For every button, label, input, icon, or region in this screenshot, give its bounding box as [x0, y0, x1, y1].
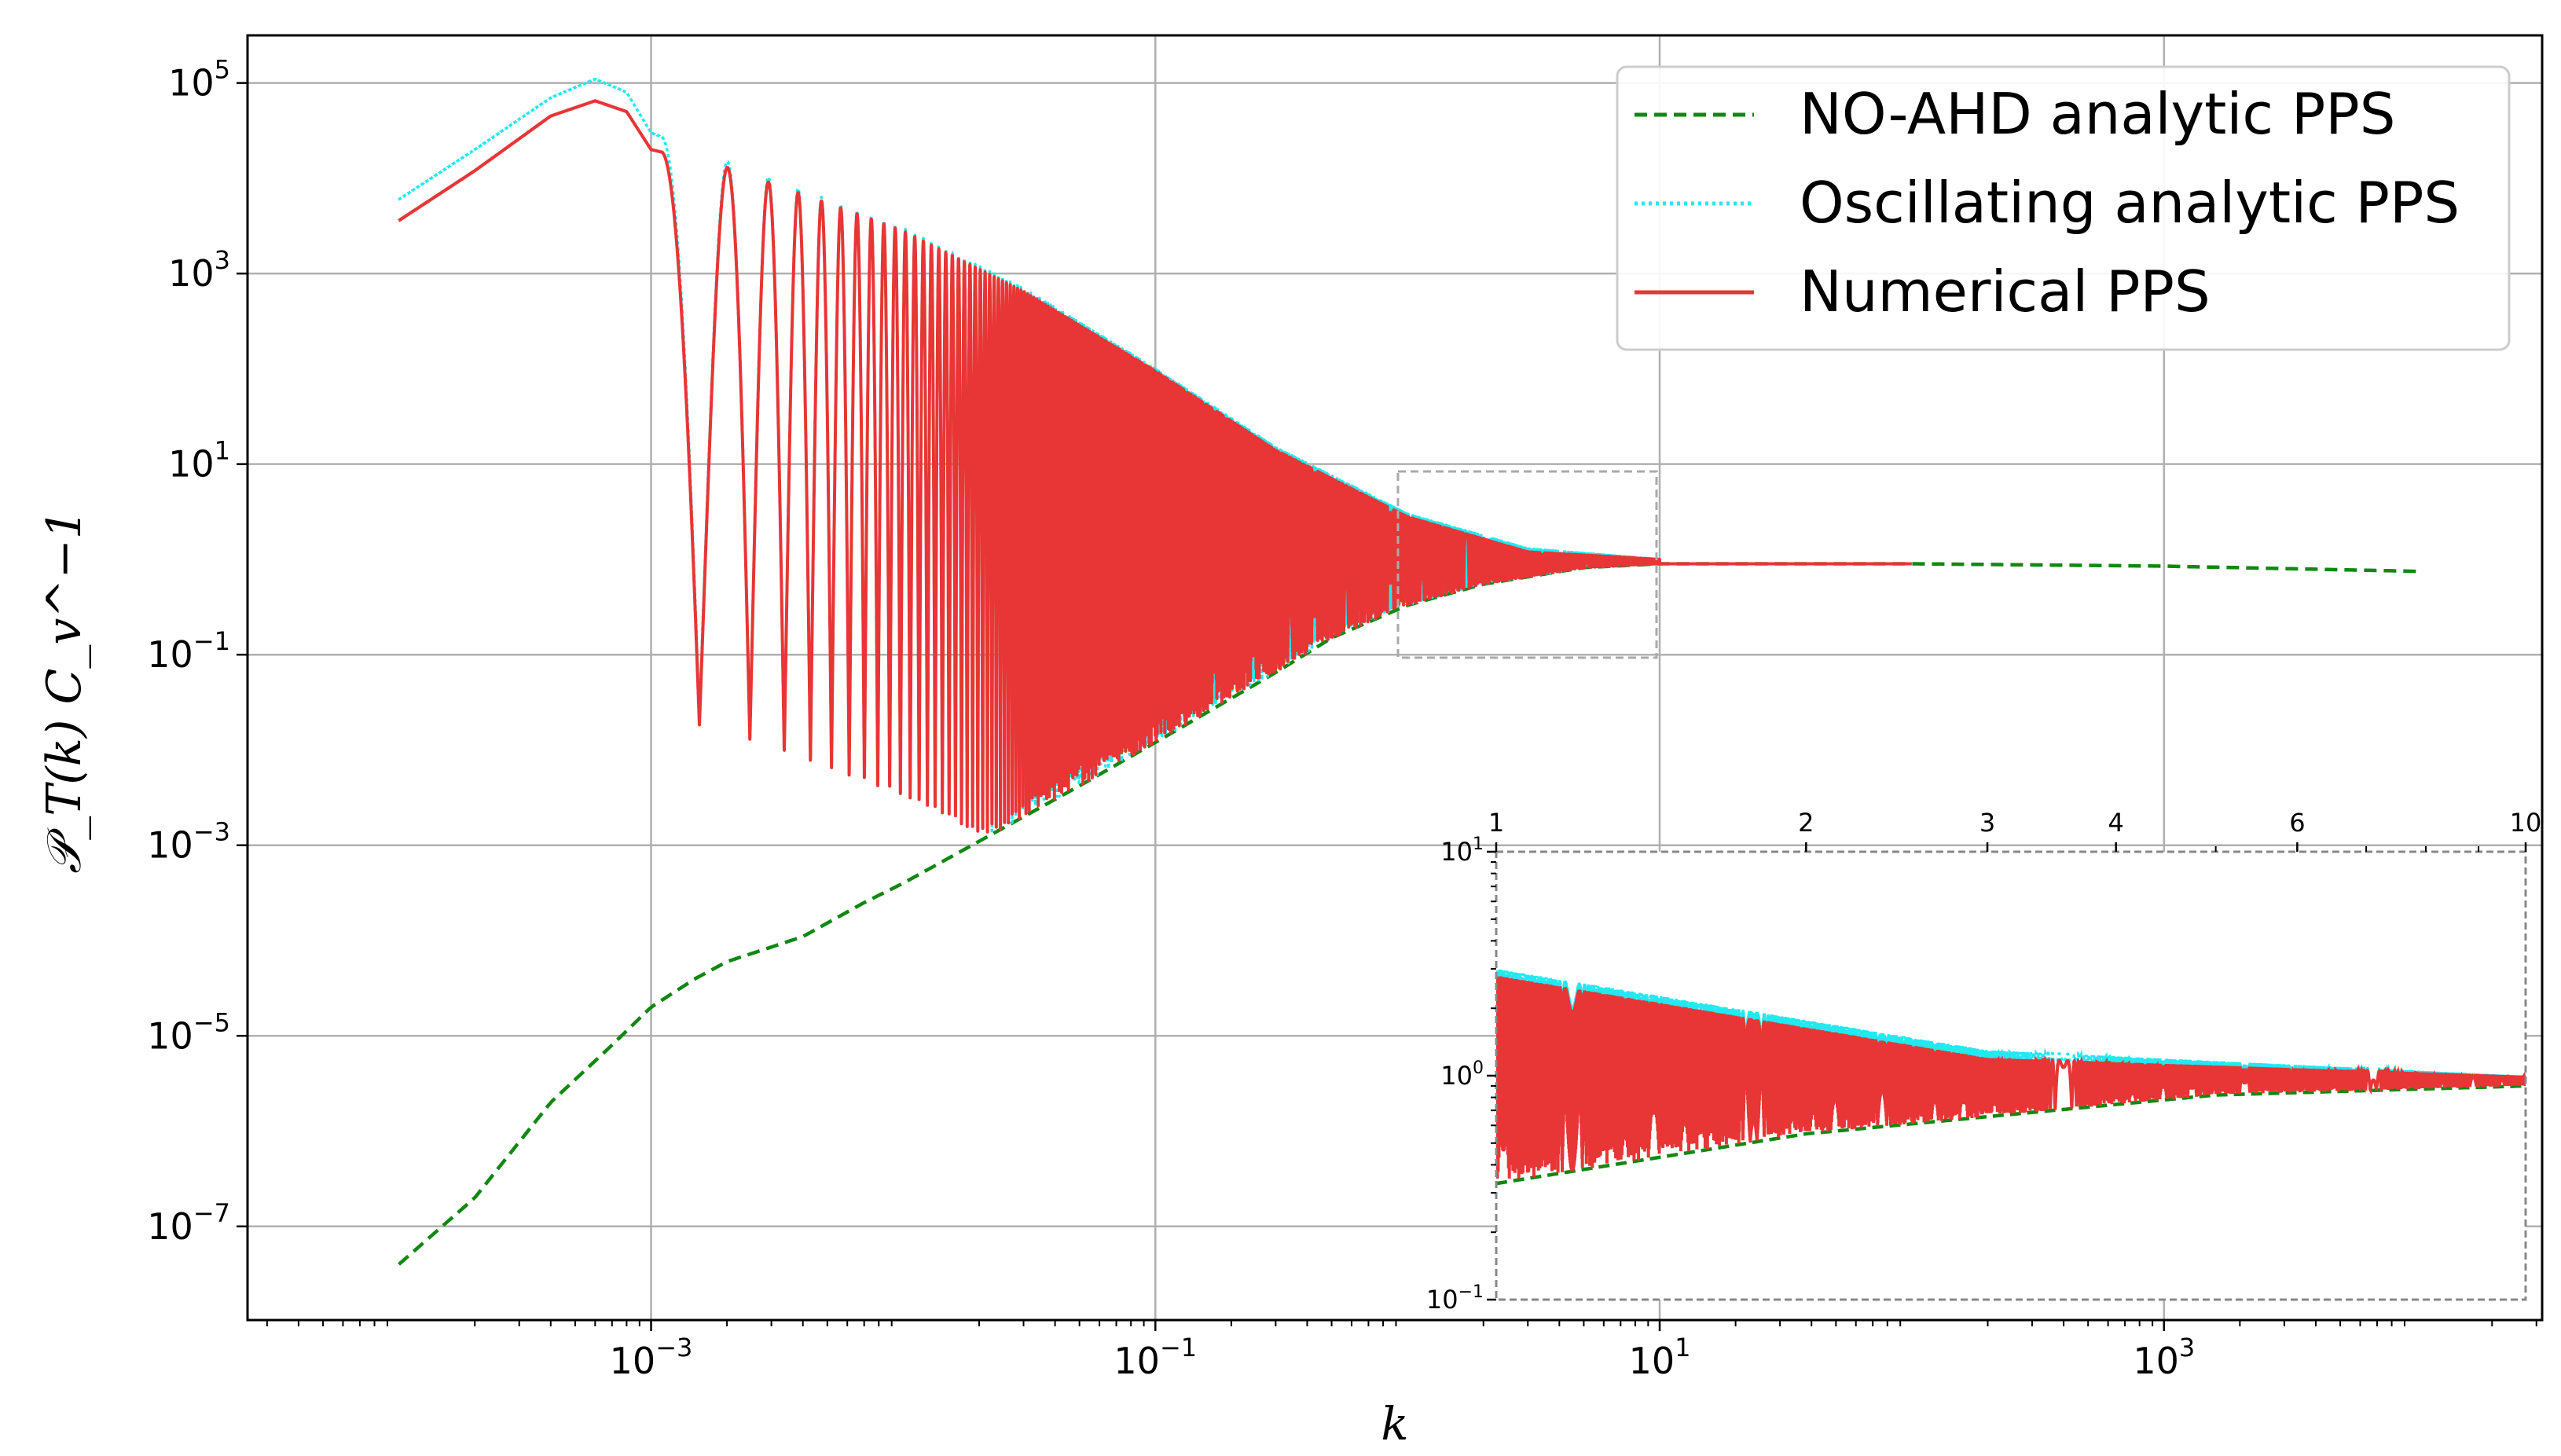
inset-chart: 1 2 3 4 6 10 101 100 10−1 — [1426, 808, 2542, 1315]
legend: NO-AHD analytic PPS Oscillating analytic … — [1616, 65, 2511, 351]
y-tick-label: 10−3 — [147, 817, 230, 867]
inset-y-tick-label: 101 — [1440, 834, 1484, 867]
inset-series-no-ahd-line — [1496, 1084, 2526, 1186]
inset-x-tick-label: 10 — [2510, 808, 2542, 838]
inset-x-tick-label: 3 — [1979, 808, 1995, 838]
inset-x-tick-label: 1 — [1488, 808, 1504, 838]
legend-label: Numerical PPS — [1800, 259, 2211, 325]
y-tick-label: 103 — [168, 245, 230, 295]
y-tick-label: 101 — [168, 436, 230, 486]
legend-box — [1616, 65, 2511, 351]
y-tick-label: 10−7 — [147, 1198, 230, 1248]
x-tick-label: 10−3 — [610, 1333, 693, 1382]
x-tick-label: 103 — [2133, 1333, 2195, 1382]
main-ticks: 10−3 10−1 101 103 105 103 101 10−1 10−3 10−5 10−7 — [147, 55, 2537, 1382]
x-axis-label: k — [1381, 1397, 1408, 1450]
legend-label: NO-AHD analytic PPS — [1800, 81, 2395, 147]
y-tick-label: 10−5 — [147, 1007, 230, 1057]
inset-x-tick-label: 2 — [1798, 808, 1814, 838]
y-axis-label: 𝒫_T(k) C_v^−1 — [37, 509, 92, 874]
series-numerical-line — [397, 99, 1913, 834]
plot-frame — [246, 34, 2544, 1322]
inset-y-tick-label: 100 — [1440, 1058, 1484, 1091]
zoom-region-box — [1396, 470, 1658, 659]
inset-x-tick-label: 4 — [2108, 808, 2124, 838]
main-lines — [397, 77, 2416, 1266]
y-tick-label: 105 — [168, 55, 230, 105]
y-tick-label: 10−1 — [147, 626, 230, 676]
inset-series-numerical-line — [1496, 976, 2526, 1179]
inset-lines — [1496, 969, 2526, 1186]
inset-ticks: 1 2 3 4 6 10 101 100 10−1 — [1426, 808, 2542, 1315]
x-tick-label: 101 — [1629, 1333, 1691, 1382]
legend-label: Oscillating analytic PPS — [1800, 170, 2460, 236]
inset-y-tick-label: 10−1 — [1426, 1282, 1484, 1315]
inset-x-tick-label: 6 — [2289, 808, 2305, 838]
x-tick-label: 10−1 — [1114, 1333, 1197, 1382]
